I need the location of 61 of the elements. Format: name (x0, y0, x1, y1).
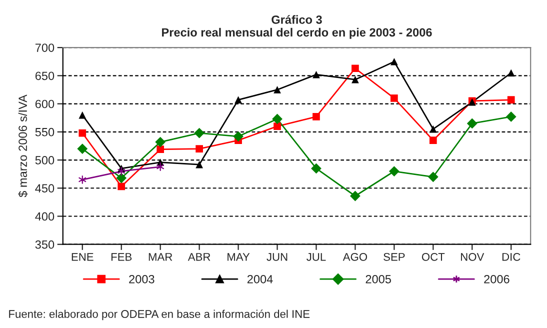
point (78, 111, 86, 119)
x-tick-label: ABR (188, 253, 210, 261)
point (272, 114, 282, 124)
point (196, 160, 203, 168)
point (155, 136, 166, 148)
x-tick-label: ENE (72, 253, 94, 261)
point (234, 96, 242, 104)
legend-label: 2005 (366, 274, 391, 284)
point (352, 76, 359, 84)
point (429, 125, 437, 133)
y-tick-label: 350 (35, 240, 54, 249)
point (506, 112, 516, 122)
point (312, 70, 320, 78)
x-tick-label: DIC (502, 252, 520, 261)
x-tick-label: MAY (228, 253, 250, 261)
point (388, 166, 400, 176)
source-note: Fuente: elaborado por ODEPA en base a información del INE (9, 310, 310, 320)
y-tick-label: 400 (35, 212, 54, 221)
point (428, 172, 438, 182)
point (233, 131, 244, 142)
point (77, 144, 88, 154)
y-tick-label: 500 (35, 156, 54, 164)
point (196, 145, 203, 152)
point (78, 175, 86, 184)
point (78, 129, 86, 137)
y-tick-label: 700 (35, 44, 54, 52)
point (274, 122, 281, 130)
point (507, 69, 515, 77)
point (274, 86, 281, 94)
point (390, 58, 398, 66)
x-tick-label: JUL (306, 253, 326, 261)
x-tick-label: SEP (384, 252, 405, 261)
point (466, 118, 478, 129)
legend-label: 2003 (129, 274, 154, 284)
point (194, 128, 205, 138)
point (390, 94, 398, 102)
chart-title: Gráfico 3 Precio real mensual del cerdo en pie 2003 - 2006 (162, 15, 432, 39)
x-tick-label: AGO (342, 252, 368, 261)
point (312, 113, 320, 120)
point (156, 146, 164, 154)
x-tick-label: NOV (461, 252, 484, 261)
y-tick-label: 600 (35, 100, 54, 108)
point (429, 136, 437, 144)
point (116, 172, 127, 184)
y-axis-title: $ marzo 2006 s/IVA (18, 94, 28, 198)
y-tick-label: 450 (35, 184, 54, 193)
x-tick-label: FEB (111, 253, 132, 261)
point (156, 162, 164, 171)
legend-label: 2006 (484, 274, 510, 284)
x-tick-label: JUN (266, 253, 288, 261)
x-tick-label: MAR (148, 253, 172, 261)
point (352, 64, 359, 72)
point (118, 167, 126, 176)
point (311, 163, 322, 174)
point (350, 190, 360, 202)
x-tick-label: OCT (422, 252, 445, 261)
y-tick-label: 550 (35, 128, 54, 136)
y-tick-label: 650 (35, 72, 54, 80)
point (118, 182, 126, 190)
legend-label: 2004 (247, 274, 273, 284)
point (507, 96, 515, 104)
